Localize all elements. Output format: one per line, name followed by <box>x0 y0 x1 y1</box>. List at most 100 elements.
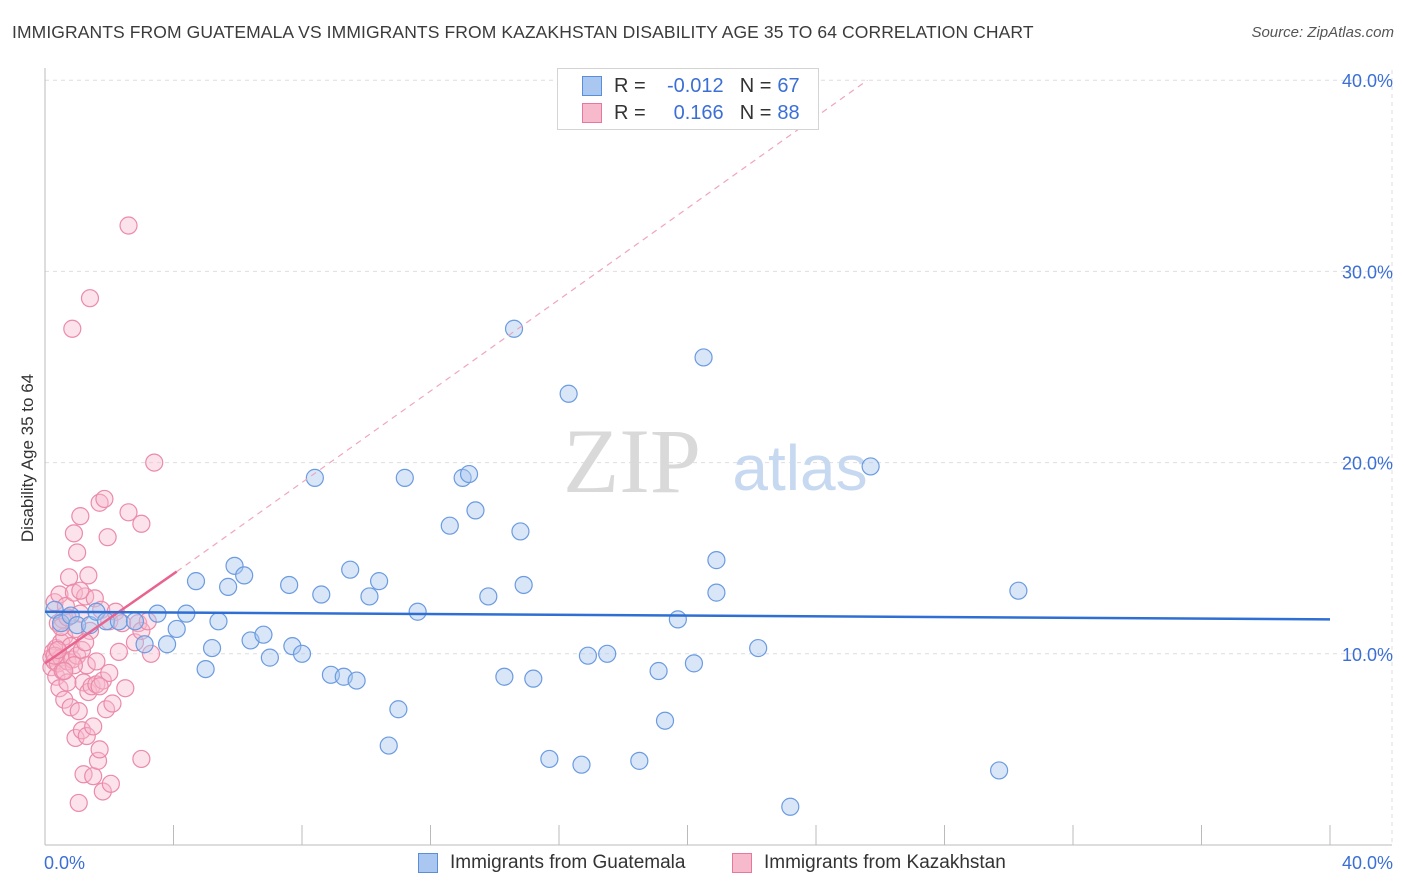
legend-r-value-guatemala: -0.012 <box>666 74 724 97</box>
point-guatemala <box>861 457 880 476</box>
point-guatemala <box>395 468 414 487</box>
point-guatemala <box>694 348 713 367</box>
y-tick-label: 30.0% <box>1342 262 1393 282</box>
data-points <box>42 216 1028 816</box>
point-kazakhstan <box>87 652 106 671</box>
point-kazakhstan <box>64 524 84 543</box>
point-guatemala <box>572 755 591 774</box>
trend-line-guatemala <box>44 610 1331 621</box>
point-kazakhstan <box>79 566 98 585</box>
point-guatemala <box>504 319 524 338</box>
series-legend: Immigrants from Guatemala Immigrants fro… <box>0 852 1406 878</box>
point-guatemala <box>495 667 514 686</box>
point-guatemala <box>440 516 459 535</box>
y-axis-title: Disability Age 35 to 64 <box>18 373 37 543</box>
series-swatch-guatemala <box>418 853 438 873</box>
point-guatemala <box>219 577 238 596</box>
point-guatemala <box>655 711 675 730</box>
point-guatemala <box>341 560 360 579</box>
point-kazakhstan <box>132 749 151 769</box>
legend-swatch-guatemala <box>582 76 602 96</box>
point-guatemala <box>312 585 331 604</box>
point-kazakhstan <box>119 503 138 522</box>
point-kazakhstan <box>55 661 74 681</box>
point-guatemala <box>186 572 206 591</box>
x-tick-label-min: 0.0% <box>44 853 85 873</box>
point-kazakhstan <box>145 453 164 472</box>
source-credit: Source: ZipAtlas.com <box>1251 24 1394 41</box>
point-guatemala <box>598 644 617 663</box>
point-guatemala <box>135 635 154 654</box>
watermark-zip: ZIP <box>563 410 701 512</box>
point-kazakhstan <box>72 721 92 740</box>
point-guatemala <box>360 587 379 606</box>
point-guatemala <box>157 635 177 654</box>
point-guatemala <box>280 575 299 595</box>
point-kazakhstan <box>88 751 108 770</box>
point-guatemala <box>254 625 273 644</box>
point-guatemala <box>540 749 559 769</box>
point-kazakhstan <box>132 514 151 533</box>
watermark-atlas: atlas <box>732 432 867 504</box>
legend-n-value-kazakhstan: 88 <box>777 101 800 124</box>
point-kazakhstan <box>63 319 82 338</box>
point-guatemala <box>347 671 366 690</box>
point-guatemala <box>511 522 530 541</box>
point-guatemala <box>649 661 668 681</box>
point-kazakhstan <box>71 507 90 526</box>
legend-n-label: N = <box>739 101 772 124</box>
point-kazakhstan <box>68 646 87 665</box>
point-guatemala <box>305 468 324 487</box>
point-kazakhstan <box>109 642 128 661</box>
point-kazakhstan <box>80 289 100 308</box>
point-kazakhstan <box>132 621 151 640</box>
legend-n-value-guatemala: 67 <box>777 74 800 97</box>
point-kazakhstan <box>77 726 96 746</box>
series-legend-guatemala[interactable]: Immigrants from Guatemala <box>418 852 685 874</box>
point-guatemala <box>990 761 1009 780</box>
series-label-guatemala: Immigrants from Guatemala <box>450 852 686 873</box>
point-guatemala <box>630 751 649 770</box>
point-kazakhstan <box>85 589 104 608</box>
gridlines <box>45 70 1393 845</box>
trend-line-kazakhstan <box>44 570 178 665</box>
point-kazakhstan <box>64 656 84 675</box>
point-kazakhstan <box>90 740 109 759</box>
point-kazakhstan <box>90 677 109 696</box>
series-label-kazakhstan: Immigrants from Kazakhstan <box>764 852 1006 873</box>
trend-extension-kazakhstan <box>176 79 868 573</box>
chart-title: IMMIGRANTS FROM GUATEMALA VS IMMIGRANTS … <box>12 22 1034 42</box>
point-kazakhstan <box>101 774 120 793</box>
point-kazakhstan <box>68 543 87 562</box>
trend-lines <box>44 79 1331 665</box>
point-kazakhstan <box>77 656 96 675</box>
point-guatemala <box>370 572 389 591</box>
point-kazakhstan <box>59 568 79 587</box>
series-legend-kazakhstan[interactable]: Immigrants from Kazakhstan <box>732 852 1006 874</box>
point-guatemala <box>68 616 87 635</box>
point-guatemala <box>260 648 279 667</box>
tick-labels: 10.0% 20.0% 30.0% 40.0% 0.0% 40.0% <box>44 71 1393 873</box>
point-guatemala <box>1009 581 1028 600</box>
series-swatch-kazakhstan <box>732 853 752 873</box>
y-tick-label: 40.0% <box>1342 71 1393 91</box>
point-guatemala <box>781 797 800 816</box>
legend-n-label: N = <box>739 74 772 97</box>
point-guatemala <box>202 638 222 658</box>
point-kazakhstan <box>119 216 138 235</box>
point-guatemala <box>292 644 312 663</box>
point-guatemala <box>379 736 398 755</box>
point-guatemala <box>51 614 71 633</box>
point-kazakhstan <box>116 679 135 698</box>
point-kazakhstan <box>64 583 84 602</box>
point-kazakhstan <box>98 528 117 547</box>
point-guatemala <box>749 638 768 658</box>
legend-r-label: R = <box>614 101 646 124</box>
y-tick-label: 10.0% <box>1342 645 1393 665</box>
point-guatemala <box>408 602 427 621</box>
point-kazakhstan <box>84 767 103 786</box>
legend-r-label: R = <box>614 74 646 97</box>
y-tick-label: 20.0% <box>1342 454 1393 474</box>
point-guatemala <box>524 669 543 688</box>
